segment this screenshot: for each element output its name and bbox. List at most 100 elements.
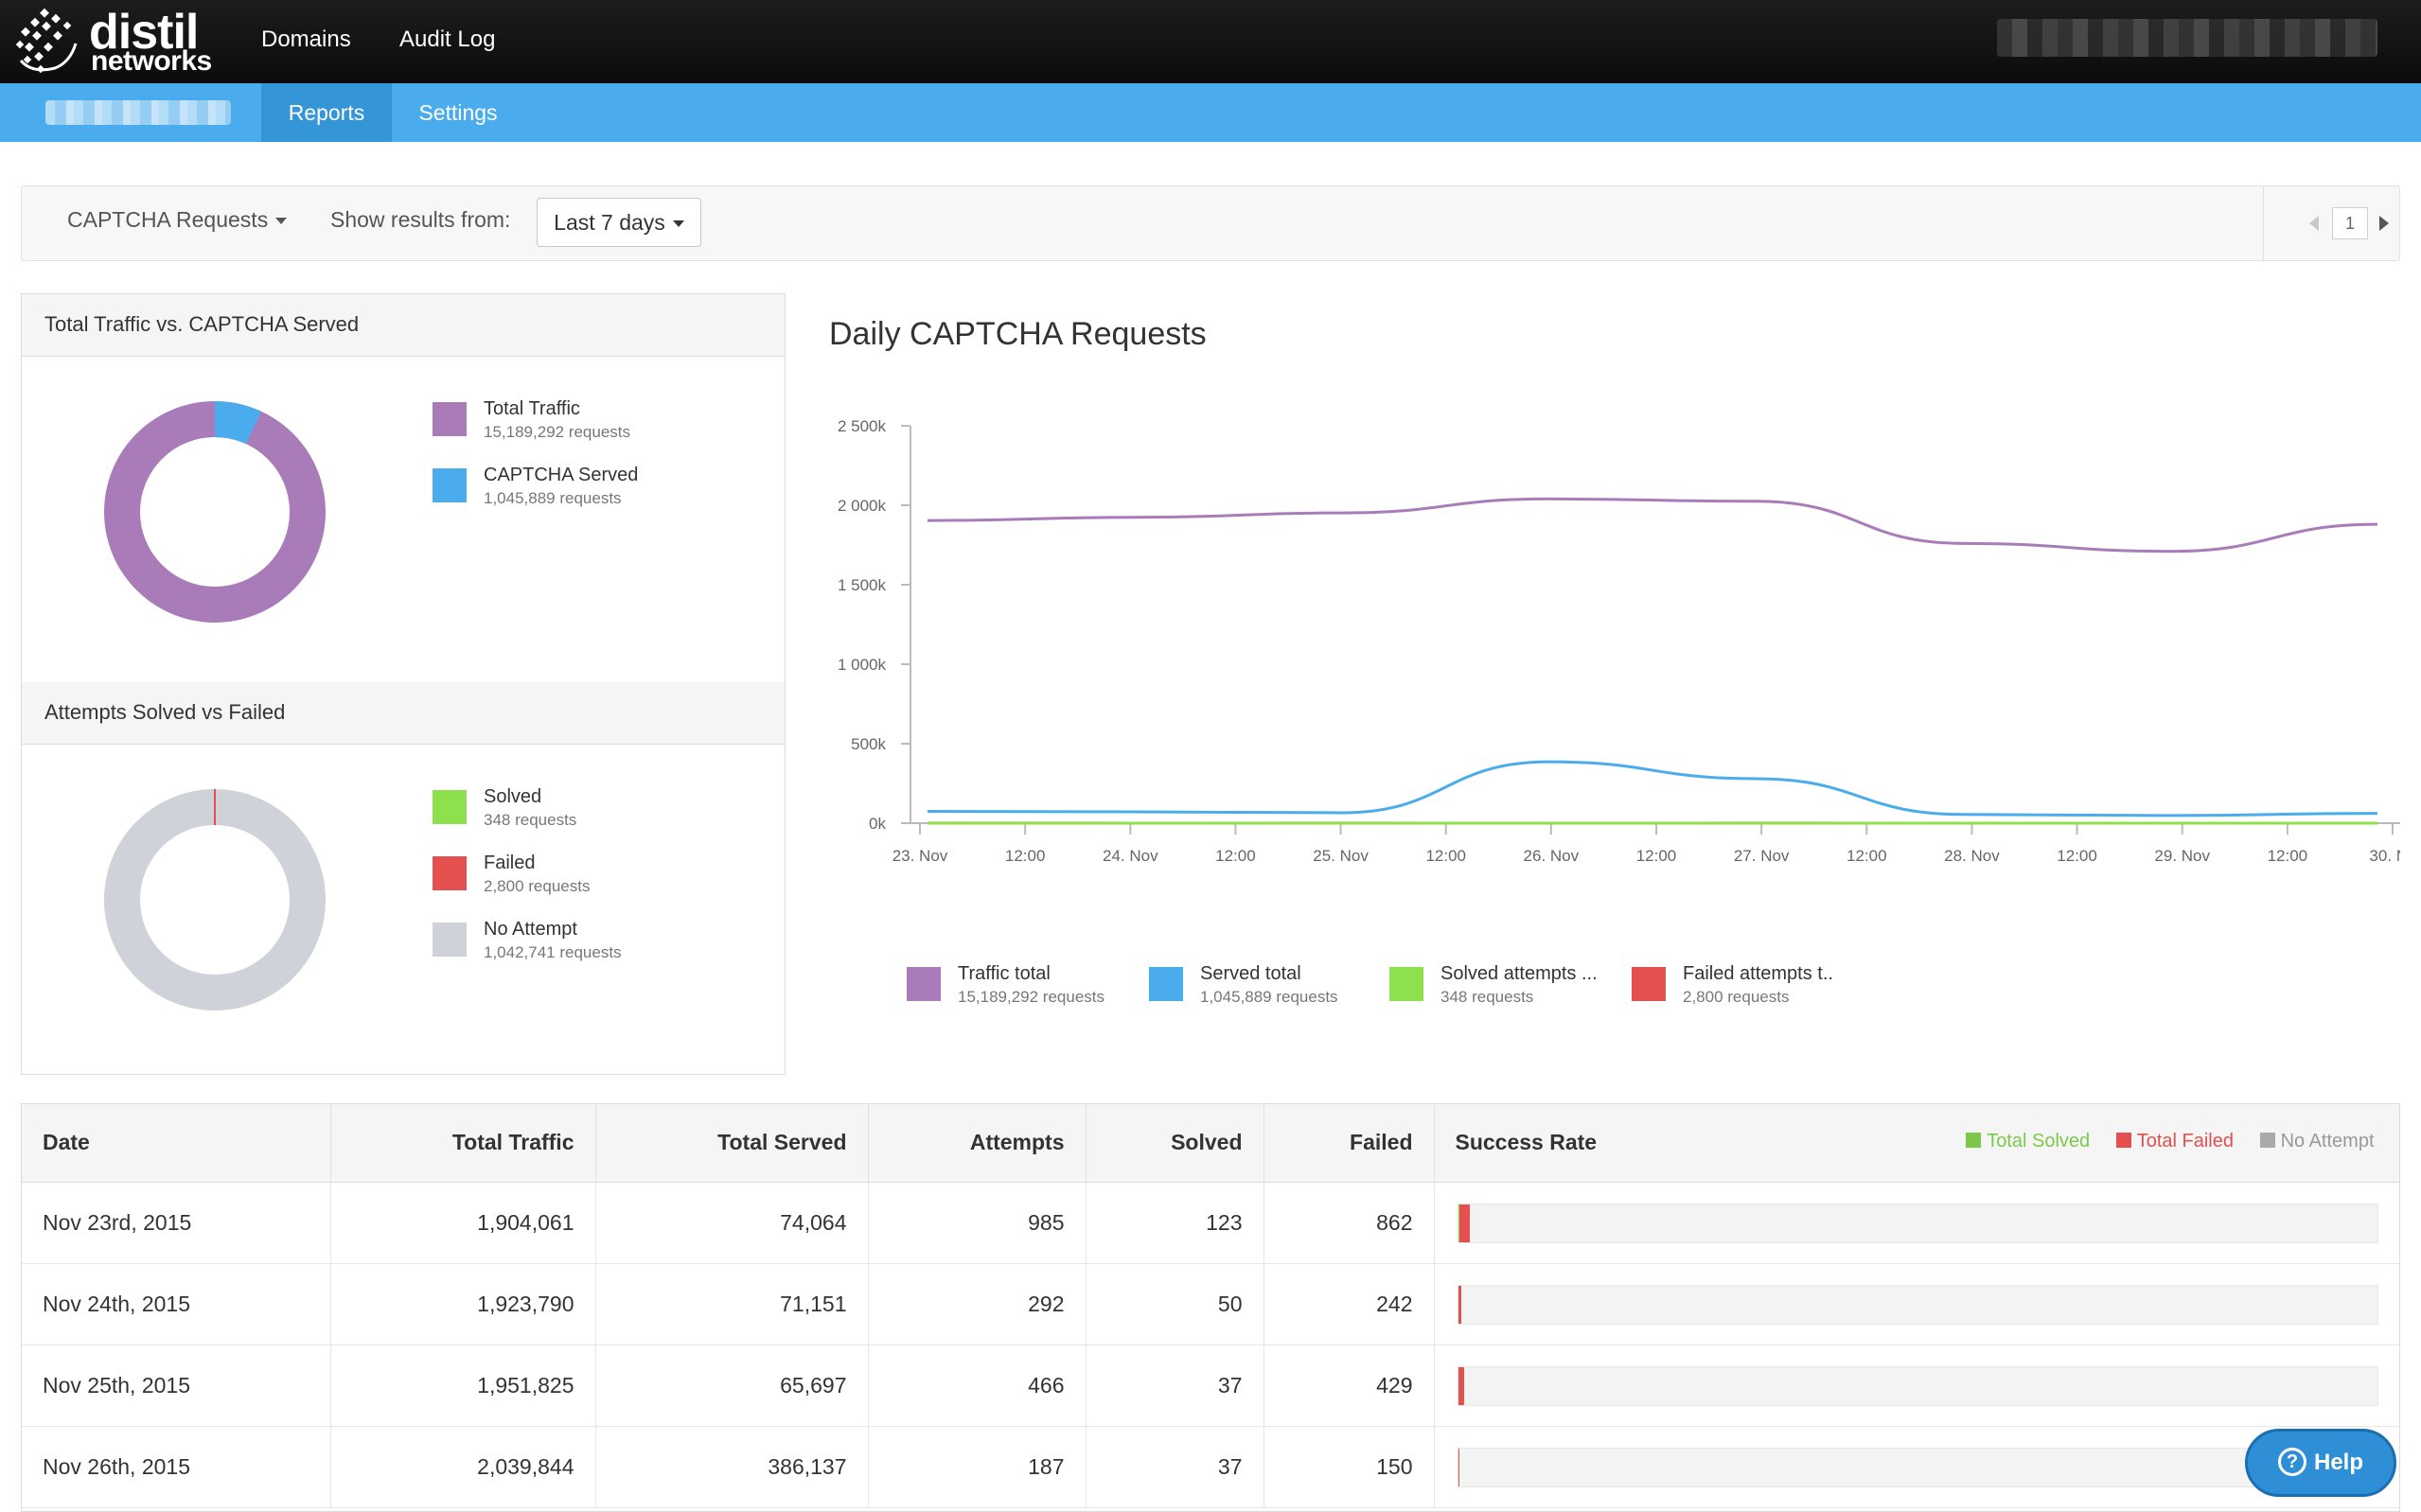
cell-date: Nov 23rd, 2015 xyxy=(22,1182,331,1264)
domain-subnav: Reports Settings xyxy=(0,83,2421,142)
cell-date: Nov 25th, 2015 xyxy=(22,1345,331,1427)
cell-attempts: 466 xyxy=(868,1345,1087,1427)
report-type-dropdown[interactable]: CAPTCHA Requests xyxy=(67,207,288,233)
cell-traffic: 1,904,061 xyxy=(330,1182,596,1264)
rate-legend-solved: Total Solved xyxy=(1966,1131,2090,1152)
legend-label: Solved xyxy=(484,786,542,807)
daily-stats-table: Date Total Traffic Total Served Attempts… xyxy=(21,1103,2400,1512)
x-tick-label: 12:00 xyxy=(2268,847,2308,865)
success-rate-bar xyxy=(1457,1203,2378,1243)
date-range-dropdown[interactable]: Last 7 days xyxy=(537,198,701,247)
logo-word-distil: distil xyxy=(89,5,199,60)
y-tick-label: 0k xyxy=(869,815,886,833)
show-results-label: Show results from: xyxy=(330,207,511,232)
bar-solved-fill xyxy=(1458,1204,1460,1242)
x-tick-label: 12:00 xyxy=(1215,847,1256,865)
distil-logo[interactable]: distil networks xyxy=(13,5,221,78)
pagination: 1 xyxy=(2263,186,2401,262)
cell-success-rate xyxy=(1434,1263,2399,1345)
x-tick-label: 29. Nov xyxy=(2154,847,2210,865)
col-total-served[interactable]: Total Served xyxy=(595,1104,869,1183)
cell-success-rate xyxy=(1434,1345,2399,1427)
x-tick-label: 23. Nov xyxy=(892,847,948,865)
legend-value: 1,045,889 requests xyxy=(1200,988,1338,1006)
x-tick-label: 27. Nov xyxy=(1734,847,1790,865)
domain-selector-redacted[interactable] xyxy=(45,100,231,125)
series-line-traffic-total[interactable] xyxy=(927,497,2378,554)
cell-solved: 37 xyxy=(1086,1345,1264,1427)
y-tick-label: 500k xyxy=(851,735,886,753)
cell-traffic: 1,951,825 xyxy=(330,1345,596,1427)
x-tick-label: 12:00 xyxy=(2057,847,2097,865)
donut-slice-total-traffic[interactable] xyxy=(104,401,326,623)
logo-mark-icon xyxy=(15,8,78,74)
bar-solved-fill xyxy=(1458,1285,1459,1324)
bar-failed-fill xyxy=(1458,1285,1462,1324)
next-page-icon[interactable] xyxy=(2379,216,2389,231)
cell-solved: 50 xyxy=(1086,1263,1264,1345)
cell-traffic: 1,923,790 xyxy=(330,1263,596,1345)
cell-failed: 242 xyxy=(1264,1263,1435,1345)
legend-value: 15,189,292 requests xyxy=(484,423,631,441)
bar-solved-fill xyxy=(1458,1366,1459,1405)
x-tick-label: 28. Nov xyxy=(1944,847,2000,865)
table-row: Nov 24th, 2015 1,923,790 71,151 292 50 2… xyxy=(22,1263,2399,1345)
cell-solved: 123 xyxy=(1086,1182,1264,1264)
attempts-donut-chart xyxy=(104,789,326,1011)
y-tick-label: 2 500k xyxy=(838,417,887,435)
col-failed[interactable]: Failed xyxy=(1264,1104,1435,1183)
chart-title: Daily CAPTCHA Requests xyxy=(829,316,1207,352)
x-tick-label: 25. Nov xyxy=(1313,847,1369,865)
cell-solved: 37 xyxy=(1086,1426,1264,1508)
col-date[interactable]: Date xyxy=(22,1104,331,1183)
account-menu-redacted[interactable] xyxy=(1997,19,2377,57)
bar-failed-fill xyxy=(1459,1204,1471,1242)
cell-served: 386,137 xyxy=(595,1426,869,1508)
chevron-down-icon xyxy=(275,218,288,225)
nav-audit-log[interactable]: Audit Log xyxy=(399,26,496,52)
series-line-served-total[interactable] xyxy=(927,760,2378,818)
legend-swatch xyxy=(907,967,941,1001)
y-tick-label: 1 500k xyxy=(838,576,887,594)
legend-value: 1,045,889 requests xyxy=(484,489,622,507)
tab-settings[interactable]: Settings xyxy=(418,100,498,125)
cell-served: 65,697 xyxy=(595,1345,869,1427)
help-label: Help xyxy=(2313,1450,2363,1475)
cell-traffic: 2,039,844 xyxy=(330,1426,596,1508)
legend-swatch xyxy=(433,402,467,436)
legend-value: 348 requests xyxy=(484,811,577,829)
cell-attempts: 985 xyxy=(868,1182,1087,1264)
col-attempts[interactable]: Attempts xyxy=(868,1104,1087,1183)
page-number[interactable]: 1 xyxy=(2332,207,2368,239)
donut-slice-no-attempt[interactable] xyxy=(104,789,326,1011)
summary-panel: Total Traffic vs. CAPTCHA Served Total T… xyxy=(21,293,786,1075)
logo-word-networks: networks xyxy=(91,45,212,77)
legend-label: Traffic total xyxy=(958,963,1051,984)
legend-label: Failed xyxy=(484,853,536,873)
col-success-rate: Success Rate Total Solved Total Failed N… xyxy=(1434,1104,2399,1183)
legend-label: No Attempt xyxy=(484,919,577,940)
donut-slice-failed[interactable] xyxy=(214,789,216,825)
x-tick-label: 30. Nov xyxy=(2369,847,2400,865)
cell-attempts: 292 xyxy=(868,1263,1087,1345)
col-solved[interactable]: Solved xyxy=(1086,1104,1264,1183)
x-tick-label: 12:00 xyxy=(1425,847,1466,865)
solved-vs-failed-title: Attempts Solved vs Failed xyxy=(22,682,785,745)
prev-page-icon[interactable] xyxy=(2309,216,2319,231)
legend-value: 348 requests xyxy=(1440,988,1534,1006)
legend-label: Failed attempts t.. xyxy=(1683,963,1833,984)
legend-swatch xyxy=(433,923,467,957)
cell-failed: 862 xyxy=(1264,1182,1435,1264)
report-type-label: CAPTCHA Requests xyxy=(67,207,269,232)
x-tick-label: 12:00 xyxy=(1636,847,1677,865)
donut-slice-captcha-served[interactable] xyxy=(104,401,326,623)
col-total-traffic[interactable]: Total Traffic xyxy=(330,1104,596,1183)
success-rate-bar xyxy=(1457,1447,2378,1487)
table-row: Nov 26th, 2015 2,039,844 386,137 187 37 … xyxy=(22,1426,2399,1508)
question-icon: ? xyxy=(2277,1448,2306,1476)
nav-domains[interactable]: Domains xyxy=(261,26,351,52)
help-button[interactable]: ? Help xyxy=(2245,1429,2396,1497)
tab-reports[interactable]: Reports xyxy=(261,83,392,142)
legend-swatch xyxy=(1632,967,1666,1001)
cell-served: 71,151 xyxy=(595,1263,869,1345)
